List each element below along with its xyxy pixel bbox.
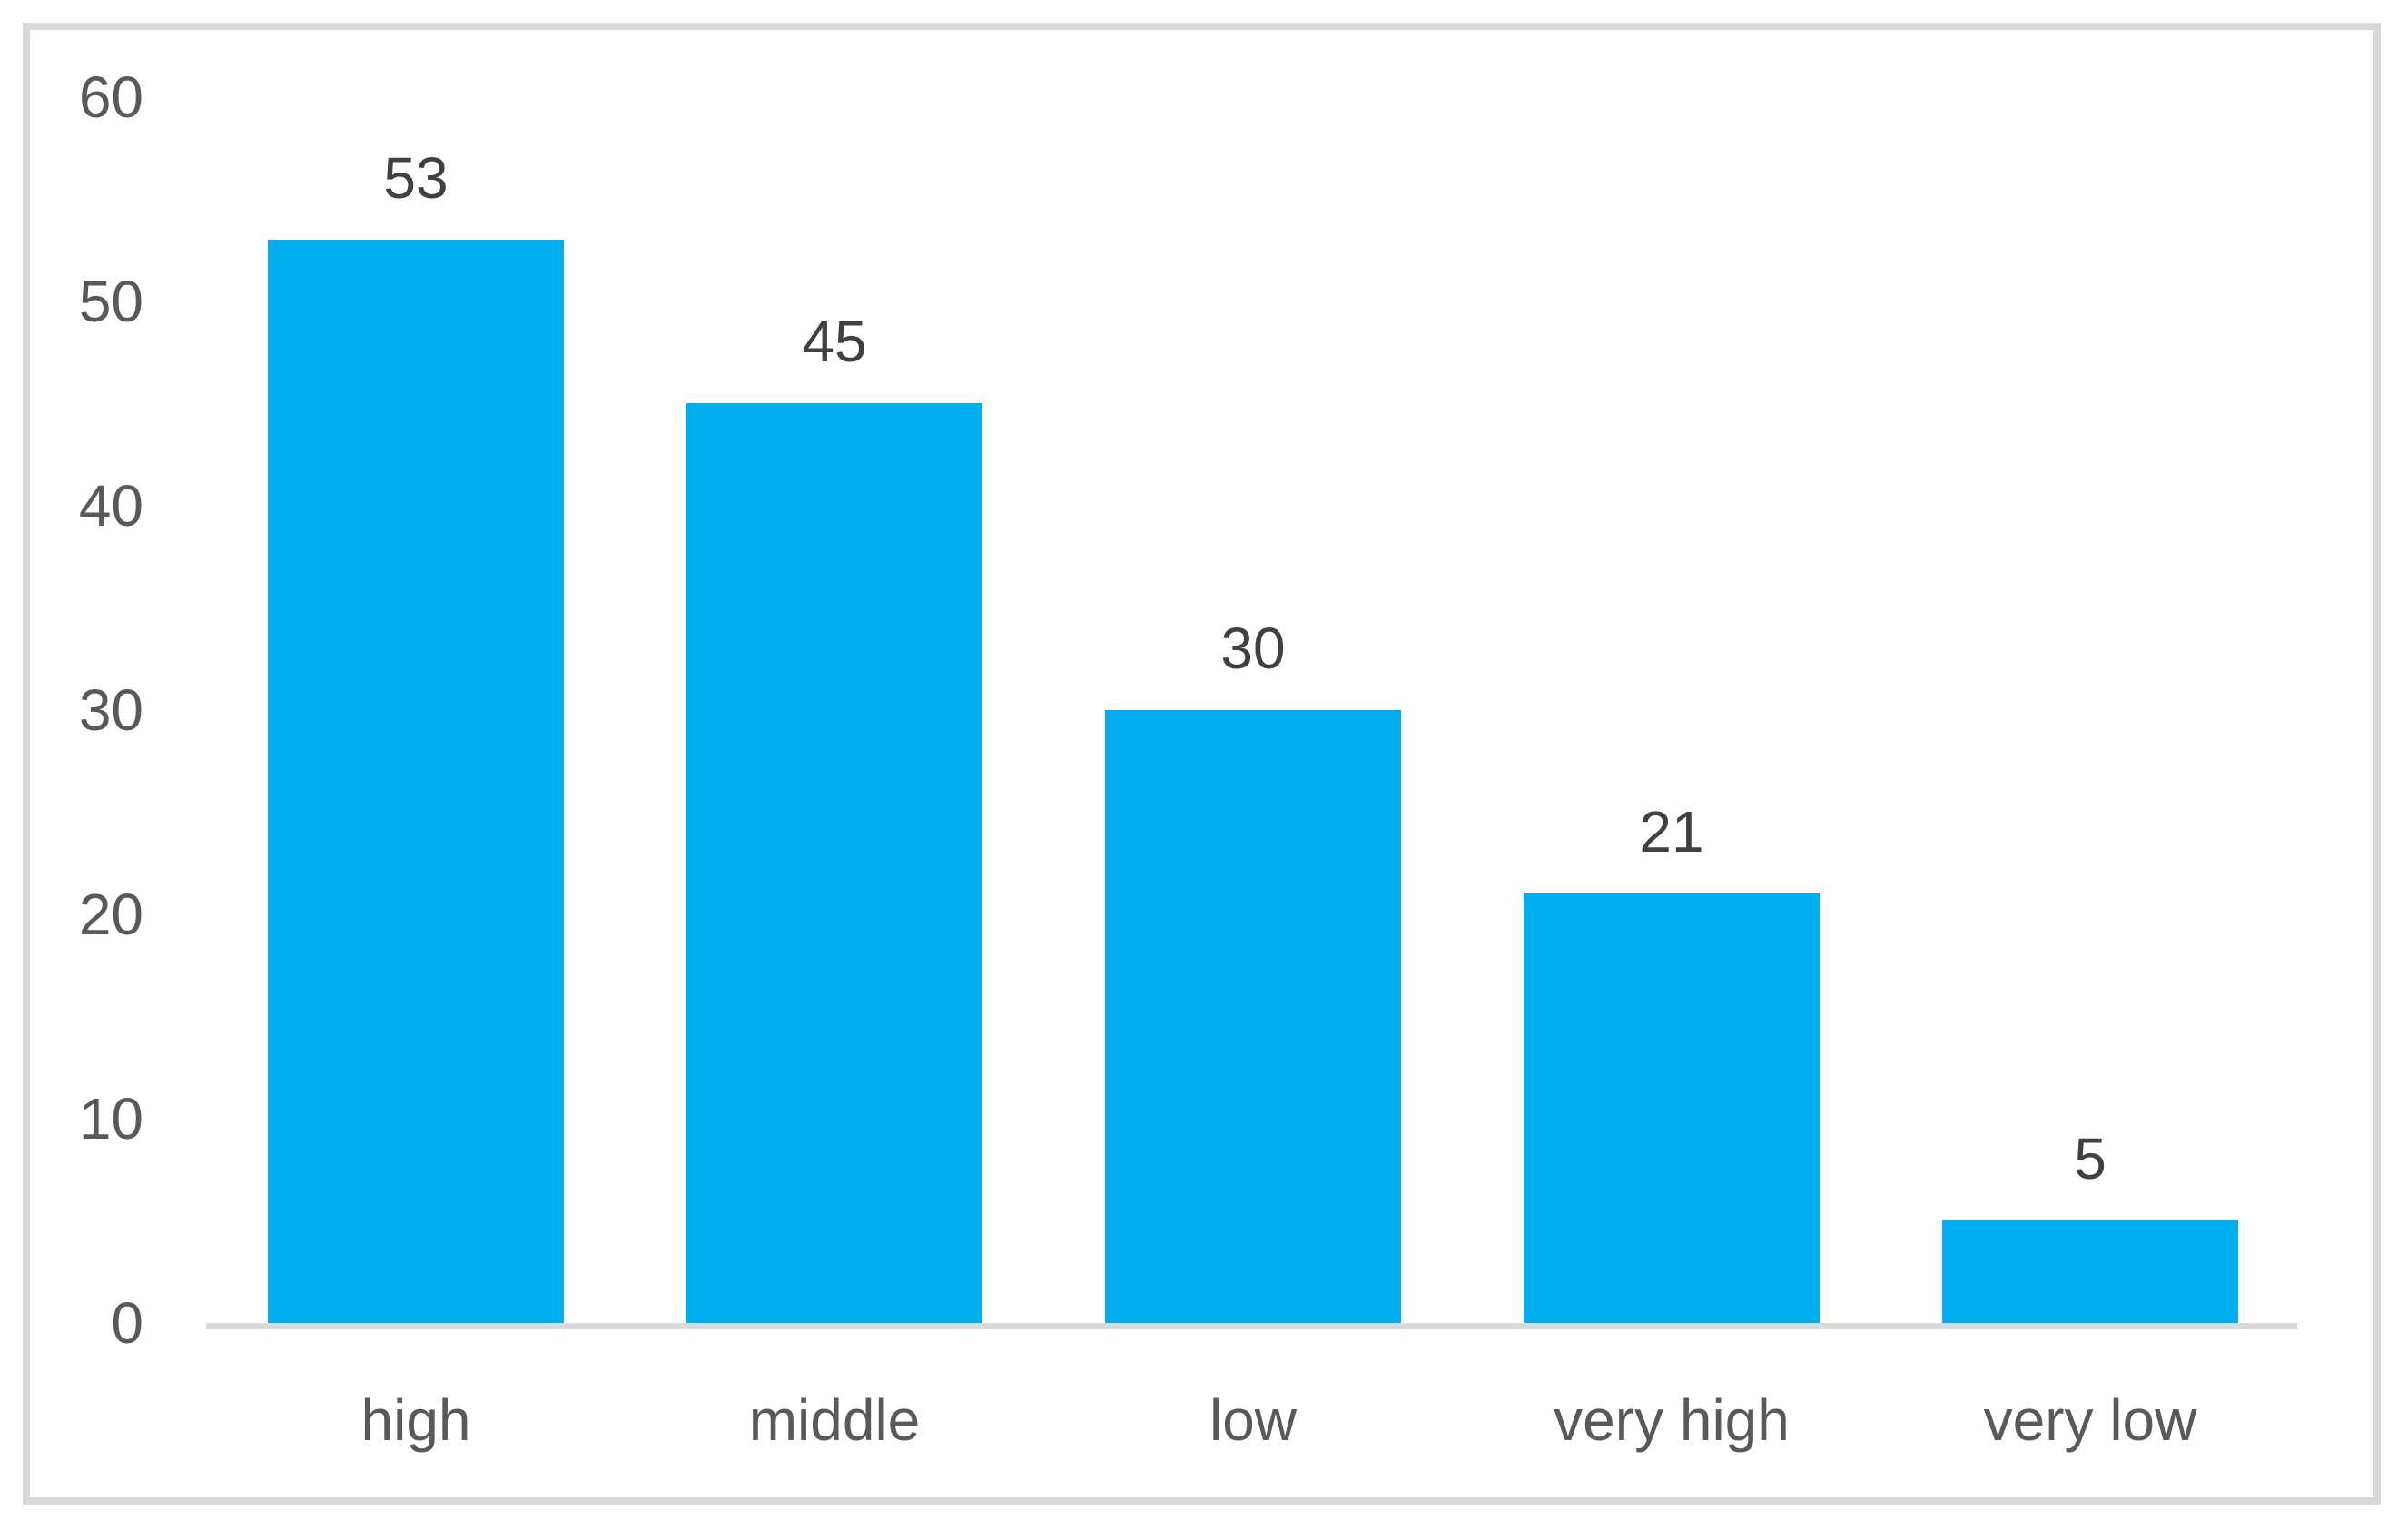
y-axis-tick-label: 30 (78, 677, 143, 743)
bar-value-label-very-low: 5 (2074, 1126, 2107, 1191)
y-axis-tick-label: 0 (111, 1290, 143, 1356)
y-axis-tick-label: 20 (78, 882, 143, 947)
x-axis-category-label-high: high (360, 1387, 471, 1453)
x-axis-category-label-very-high: very high (1554, 1387, 1790, 1453)
bar-high (268, 240, 564, 1323)
bar-value-label-very-high: 21 (1639, 799, 1704, 864)
bar-very-low (1942, 1220, 2238, 1323)
y-axis-tick-label: 40 (78, 473, 143, 538)
y-axis-tick-label: 10 (78, 1086, 143, 1151)
bar-value-label-middle: 45 (802, 309, 867, 374)
y-axis-tick-label: 50 (78, 269, 143, 334)
y-axis-tick-label: 60 (78, 64, 143, 130)
x-axis-line (206, 1323, 2297, 1329)
bar-low (1105, 710, 1401, 1323)
bar-value-label-high: 53 (383, 145, 449, 211)
x-axis-category-label-very-low: very low (1983, 1387, 2197, 1453)
x-axis-category-label-low: low (1209, 1387, 1298, 1453)
x-axis-category-label-middle: middle (748, 1387, 921, 1453)
bar-very-high (1524, 893, 1820, 1323)
bar-value-label-low: 30 (1220, 616, 1286, 681)
bar-middle (686, 403, 982, 1323)
